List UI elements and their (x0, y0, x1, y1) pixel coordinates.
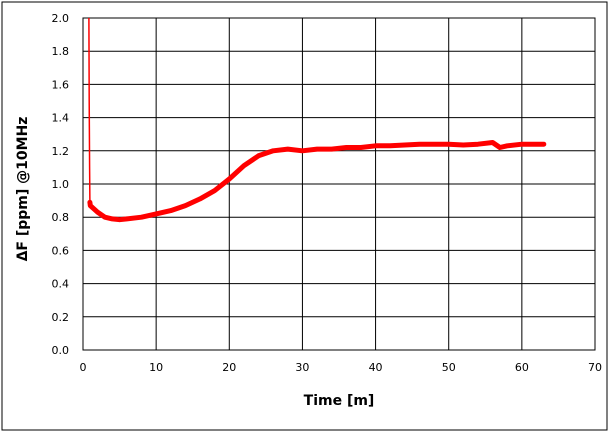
y-tick-label: 1.8 (52, 45, 70, 58)
y-tick-label: 1.4 (52, 112, 70, 125)
x-tick-label: 30 (295, 361, 309, 374)
x-tick-label: 20 (222, 361, 236, 374)
x-tick-label: 0 (80, 361, 87, 374)
x-tick-label: 10 (149, 361, 163, 374)
y-tick-label: 0.8 (52, 211, 70, 224)
x-axis-title: Time [m] (304, 393, 375, 409)
x-tick-label: 60 (515, 361, 529, 374)
y-tick-label: 0.0 (52, 344, 70, 357)
tick-layer: 0 10 20 30 40 50 60 70 0.0 0.2 0.4 0.6 0.8 1.0 1.2 1.4 1… (52, 12, 603, 374)
y-axis-title: ΔF [ppm] @10MHz (15, 117, 31, 262)
x-tick-label: 40 (369, 361, 383, 374)
series-layer (87, 17, 547, 223)
y-tick-label: 0.2 (52, 311, 70, 324)
y-tick-label: 0.6 (52, 244, 70, 257)
y-tick-label: 0.4 (52, 278, 70, 291)
x-tick-label: 50 (442, 361, 456, 374)
y-tick-label: 1.2 (52, 145, 70, 158)
y-tick-label: 1.6 (52, 78, 70, 91)
grid-layer (82, 17, 596, 351)
series-line (87, 140, 547, 223)
y-tick-label: 2.0 (52, 12, 70, 25)
x-tick-label: 70 (588, 361, 602, 374)
y-tick-label: 1.0 (52, 178, 70, 191)
